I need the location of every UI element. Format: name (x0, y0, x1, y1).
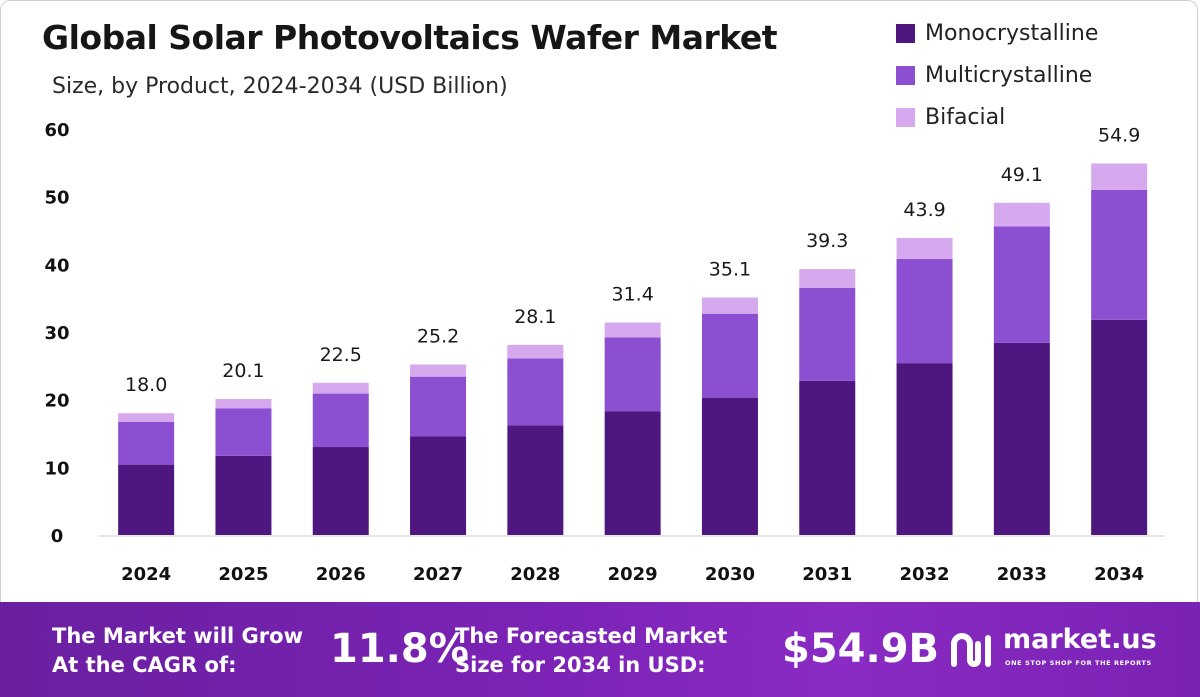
forecast-caption-line-2: Size for 2034 in USD: (455, 653, 706, 677)
bar-bifacial-2025 (215, 398, 272, 409)
brand-tagline: ONE STOP SHOP FOR THE REPORTS (1005, 659, 1152, 667)
y-tick-label-60: 60 (44, 120, 69, 141)
bar-multicrystalline-2032 (896, 258, 953, 364)
y-tick-label-20: 20 (44, 391, 69, 412)
bar-multicrystalline-2034 (1091, 189, 1148, 320)
chart-title: Global Solar Photovoltaics Wafer Market (42, 18, 777, 57)
bar-multicrystalline-2031 (799, 288, 856, 381)
y-tick-label-40: 40 (44, 255, 69, 276)
bar-bifacial-2024 (118, 413, 175, 422)
bar-multicrystalline-2026 (312, 393, 369, 448)
x-tick-label-2029: 2029 (608, 564, 658, 585)
bar-bifacial-2030 (701, 297, 758, 314)
total-label-2026: 22.5 (320, 344, 362, 366)
cagr-caption-line-1: The Market will Grow (52, 624, 303, 648)
legend-swatch-multicrystalline (896, 65, 915, 85)
y-tick-label-0: 0 (51, 526, 64, 547)
bar-monocrystalline-2027 (410, 436, 467, 535)
bar-monocrystalline-2033 (993, 342, 1050, 535)
x-tick-label-2024: 2024 (121, 564, 171, 585)
bar-monocrystalline-2026 (312, 447, 369, 535)
brand-name: market.us (1003, 624, 1157, 655)
forecast-caption: The Forecasted Market Size for 2034 in U… (455, 622, 727, 680)
legend-item-bifacial: Bifacial (896, 96, 1098, 138)
bar-multicrystalline-2028 (507, 358, 564, 426)
bar-bifacial-2028 (507, 344, 564, 359)
legend-item-multicrystalline: Multicrystalline (896, 54, 1098, 96)
forecast-value: $54.9B (782, 626, 940, 672)
x-tick-label-2027: 2027 (413, 564, 463, 585)
bar-bifacial-2032 (896, 237, 953, 259)
market-us-logo-icon (951, 633, 991, 667)
bar-monocrystalline-2025 (215, 455, 272, 535)
legend-label-bifacial: Bifacial (925, 104, 1006, 130)
bar-bifacial-2029 (604, 322, 661, 338)
total-label-2033: 49.1 (1001, 164, 1043, 186)
x-tick-label-2034: 2034 (1094, 564, 1144, 585)
bar-bifacial-2026 (312, 382, 369, 394)
bar-multicrystalline-2033 (993, 226, 1050, 343)
total-label-2030: 35.1 (709, 258, 751, 280)
bar-monocrystalline-2030 (701, 397, 758, 535)
legend-label-multicrystalline: Multicrystalline (925, 62, 1093, 88)
legend: Monocrystalline Multicrystalline Bifacia… (896, 12, 1098, 138)
bar-monocrystalline-2032 (896, 363, 953, 535)
chart-subtitle: Size, by Product, 2024-2034 (USD Billion… (52, 74, 508, 99)
total-label-2034: 54.9 (1098, 125, 1140, 147)
bar-multicrystalline-2027 (410, 376, 467, 437)
cagr-caption: The Market will Grow At the CAGR of: (52, 622, 303, 680)
x-tick-label-2033: 2033 (997, 564, 1047, 585)
x-tick-label-2030: 2030 (705, 564, 755, 585)
legend-item-monocrystalline: Monocrystalline (896, 12, 1098, 54)
total-label-2027: 25.2 (417, 325, 459, 347)
bar-monocrystalline-2029 (604, 411, 661, 535)
x-tick-label-2032: 2032 (899, 564, 949, 585)
footer-banner: The Market will Grow At the CAGR of: 11.… (0, 602, 1200, 697)
x-tick-label-2028: 2028 (510, 564, 560, 585)
x-tick-label-2025: 2025 (218, 564, 268, 585)
bar-multicrystalline-2024 (118, 421, 175, 465)
legend-swatch-monocrystalline (896, 23, 915, 43)
stacked-bar-chart: 010203040506018.0202420.1202522.5202625.… (44, 120, 1165, 585)
bar-monocrystalline-2024 (118, 464, 175, 535)
y-tick-label-30: 30 (44, 323, 69, 344)
y-tick-label-50: 50 (44, 188, 69, 209)
total-label-2031: 39.3 (806, 230, 848, 252)
total-label-2025: 20.1 (222, 360, 264, 382)
total-label-2024: 18.0 (125, 374, 167, 396)
bar-bifacial-2031 (799, 269, 856, 289)
total-label-2029: 31.4 (611, 284, 653, 306)
total-label-2028: 28.1 (514, 306, 556, 328)
bar-bifacial-2027 (410, 364, 467, 377)
cagr-caption-line-2: At the CAGR of: (52, 653, 237, 677)
forecast-caption-line-1: The Forecasted Market (455, 624, 728, 648)
legend-label-monocrystalline: Monocrystalline (925, 20, 1099, 46)
total-label-2032: 43.9 (903, 199, 945, 221)
x-tick-label-2031: 2031 (802, 564, 852, 585)
y-tick-label-10: 10 (44, 458, 69, 479)
bar-multicrystalline-2030 (701, 313, 758, 398)
legend-swatch-bifacial (896, 107, 915, 127)
bar-multicrystalline-2029 (604, 337, 661, 412)
x-tick-label-2026: 2026 (316, 564, 366, 585)
bar-multicrystalline-2025 (215, 408, 272, 456)
cagr-value: 11.8% (330, 626, 469, 672)
bar-monocrystalline-2028 (507, 425, 564, 535)
bar-bifacial-2033 (993, 202, 1050, 227)
bar-monocrystalline-2031 (799, 380, 856, 535)
bar-monocrystalline-2034 (1091, 319, 1148, 535)
bar-bifacial-2034 (1091, 163, 1148, 190)
